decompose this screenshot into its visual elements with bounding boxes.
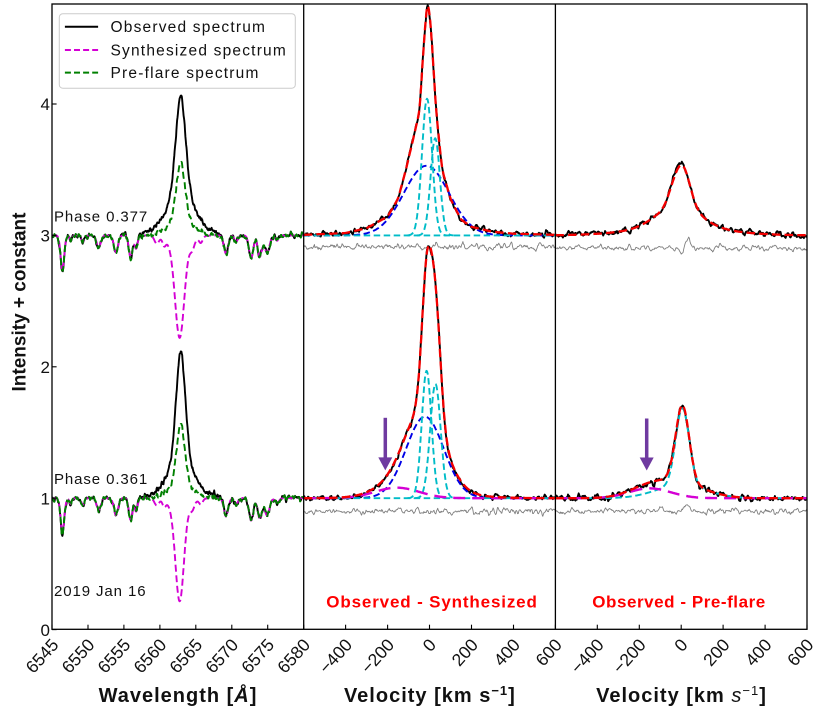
svg-text:Observed spectrum: Observed spectrum	[111, 19, 267, 36]
svg-text:1: 1	[41, 489, 50, 508]
svg-text:Wavelength [Å]: Wavelength [Å]	[99, 683, 258, 707]
svg-text:2019 Jan 16: 2019 Jan 16	[54, 583, 146, 600]
svg-text:Phase 0.361: Phase 0.361	[54, 471, 148, 488]
svg-text:Observed - Pre-flare: Observed - Pre-flare	[592, 593, 766, 612]
svg-text:Intensity + constant: Intensity + constant	[9, 212, 30, 392]
svg-text:0: 0	[41, 621, 50, 640]
svg-text:3: 3	[41, 227, 50, 246]
svg-text:Velocity [km s−1]: Velocity [km s−1]	[596, 683, 767, 707]
svg-text:Pre-flare spectrum: Pre-flare spectrum	[111, 65, 260, 82]
svg-text:Velocity [km s−1]: Velocity [km s−1]	[344, 683, 516, 707]
svg-text:Synthesized spectrum: Synthesized spectrum	[111, 42, 288, 59]
svg-text:2: 2	[41, 358, 50, 377]
svg-text:4: 4	[41, 95, 50, 114]
svg-text:Observed - Synthesized: Observed - Synthesized	[326, 593, 537, 612]
svg-text:Phase 0.377: Phase 0.377	[54, 208, 148, 225]
